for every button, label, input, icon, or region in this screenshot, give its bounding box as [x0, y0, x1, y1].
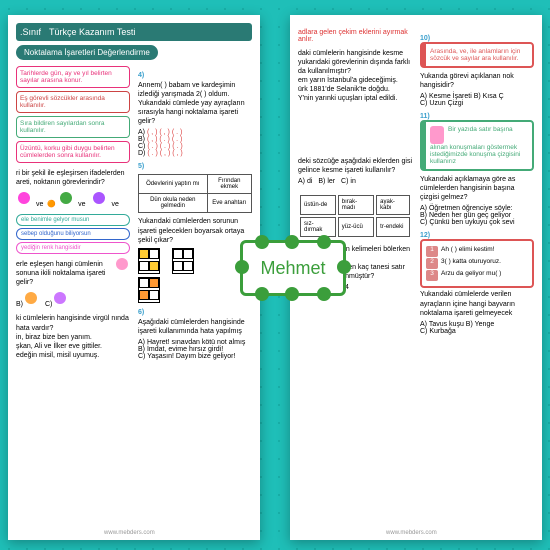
rule: Tarihlerde gün, ay ve yıl belirten sayıl… — [16, 66, 130, 88]
btn: ele benimle gelyor musun — [16, 214, 130, 226]
rule: Eş görevli sözcükler arasında kullanılır… — [16, 91, 130, 113]
list: 1Ah ( ) elimi kestim! 23( ) katta oturuy… — [420, 239, 534, 288]
q: erle eşleşen hangi cümlenin sonuna ikili… — [16, 260, 130, 287]
rule: Üzüntü, korku gibi duygu belirten cümlel… — [16, 141, 130, 163]
hand-icon — [430, 126, 444, 144]
grade: .Sınıf — [20, 27, 41, 37]
name-badge: Mehmet — [240, 240, 346, 296]
q: ri bir şekil ile eşleşirsen ifadelerden … — [16, 169, 130, 187]
subject: Türkçe Kazanım Testi — [49, 27, 135, 37]
footer: www.mebders.com — [16, 530, 243, 536]
topic: Noktalama İşaretleri Değerlendirme — [16, 45, 158, 60]
btn: yediğin renk hangisidir — [16, 242, 130, 254]
footer: www.mebders.com — [298, 530, 525, 536]
q: ki cümlelerin hangisinde virgül nında ha… — [16, 314, 130, 359]
intro: adlara gelen çekim eklerini ayırmak anlı… — [298, 29, 412, 43]
flower-icon — [16, 190, 32, 206]
table: Ödevlerini yaptın mıFırından ekmekDün ok… — [138, 174, 252, 213]
rule: Sıra bildiren sayılardan sonra kullanılı… — [16, 116, 130, 138]
word-table: üstün-debırak-madıayak-kabısız-dırmakyüz… — [298, 193, 412, 239]
btn: sebep olduğunu biliyorsun — [16, 228, 130, 240]
